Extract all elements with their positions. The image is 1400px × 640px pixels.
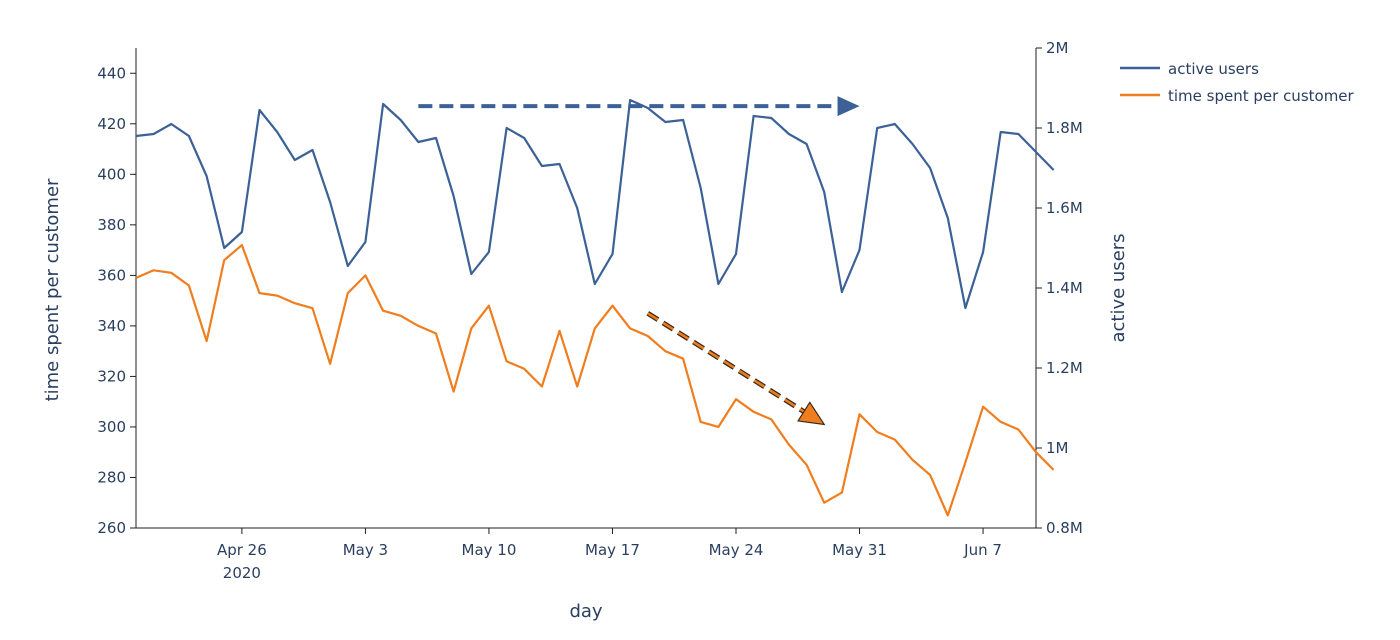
x-tick-label: Jun 7: [963, 541, 1002, 559]
legend-label-time-spent-per-customer: time spent per customer: [1168, 87, 1355, 105]
trend-arrow-time-spent: [647, 312, 805, 413]
x-tick-label: May 10: [462, 541, 517, 559]
series-line-time-spent-per-customer: [135, 244, 1055, 517]
x-tick-label: May 3: [343, 541, 388, 559]
right-y-tick-label: 2M: [1046, 39, 1069, 57]
trend-arrows: [418, 96, 860, 426]
left-y-tick-label: 380: [97, 216, 126, 234]
right-y-tick-label: 1.4M: [1046, 279, 1083, 297]
x-tick-label: May 24: [709, 541, 764, 559]
x-tick-label: Apr 26: [217, 541, 267, 559]
trend-arrowhead-time-spent: [797, 401, 826, 426]
left-y-tick-label: 420: [97, 115, 126, 133]
left-y-tick-label: 360: [97, 266, 126, 284]
x-tick-label: May 17: [585, 541, 640, 559]
right-y-tick-label: 1M: [1046, 439, 1069, 457]
legend-item-time-spent-per-customer[interactable]: time spent per customer: [1120, 87, 1355, 105]
left-y-tick-label: 340: [97, 317, 126, 335]
right-y-tick-label: 0.8M: [1046, 519, 1083, 537]
right-y-axis-title: active users: [1108, 233, 1129, 342]
legend-item-active-users[interactable]: active users: [1120, 60, 1259, 78]
left-y-tick-label: 400: [97, 165, 126, 183]
legend-label-active-users: active users: [1168, 60, 1259, 78]
trend-arrowhead-active-users: [837, 96, 860, 117]
legend[interactable]: active users time spent per customer: [1120, 60, 1355, 105]
x-axis-title: day: [569, 601, 602, 622]
x-tick-label: May 31: [832, 541, 887, 559]
left-y-tick-label: 300: [97, 418, 126, 436]
left-y-tick-label: 280: [97, 468, 126, 486]
left-y-tick-label: 320: [97, 367, 126, 385]
left-y-axis-title: time spent per customer: [42, 178, 63, 401]
left-y-tick-label: 260: [97, 519, 126, 537]
axes: 260 280 300 320 340 360 380 400 420 440 0.8M 1M 1.2M…: [97, 39, 1082, 582]
x-tick-year-label: 2020: [223, 564, 261, 582]
right-y-tick-label: 1.2M: [1046, 359, 1083, 377]
right-y-tick-label: 1.6M: [1046, 199, 1083, 217]
right-y-tick-label: 1.8M: [1046, 119, 1083, 137]
series-lines: [135, 98, 1055, 517]
left-y-tick-label: 440: [97, 64, 126, 82]
series-line-active-users: [135, 98, 1055, 310]
